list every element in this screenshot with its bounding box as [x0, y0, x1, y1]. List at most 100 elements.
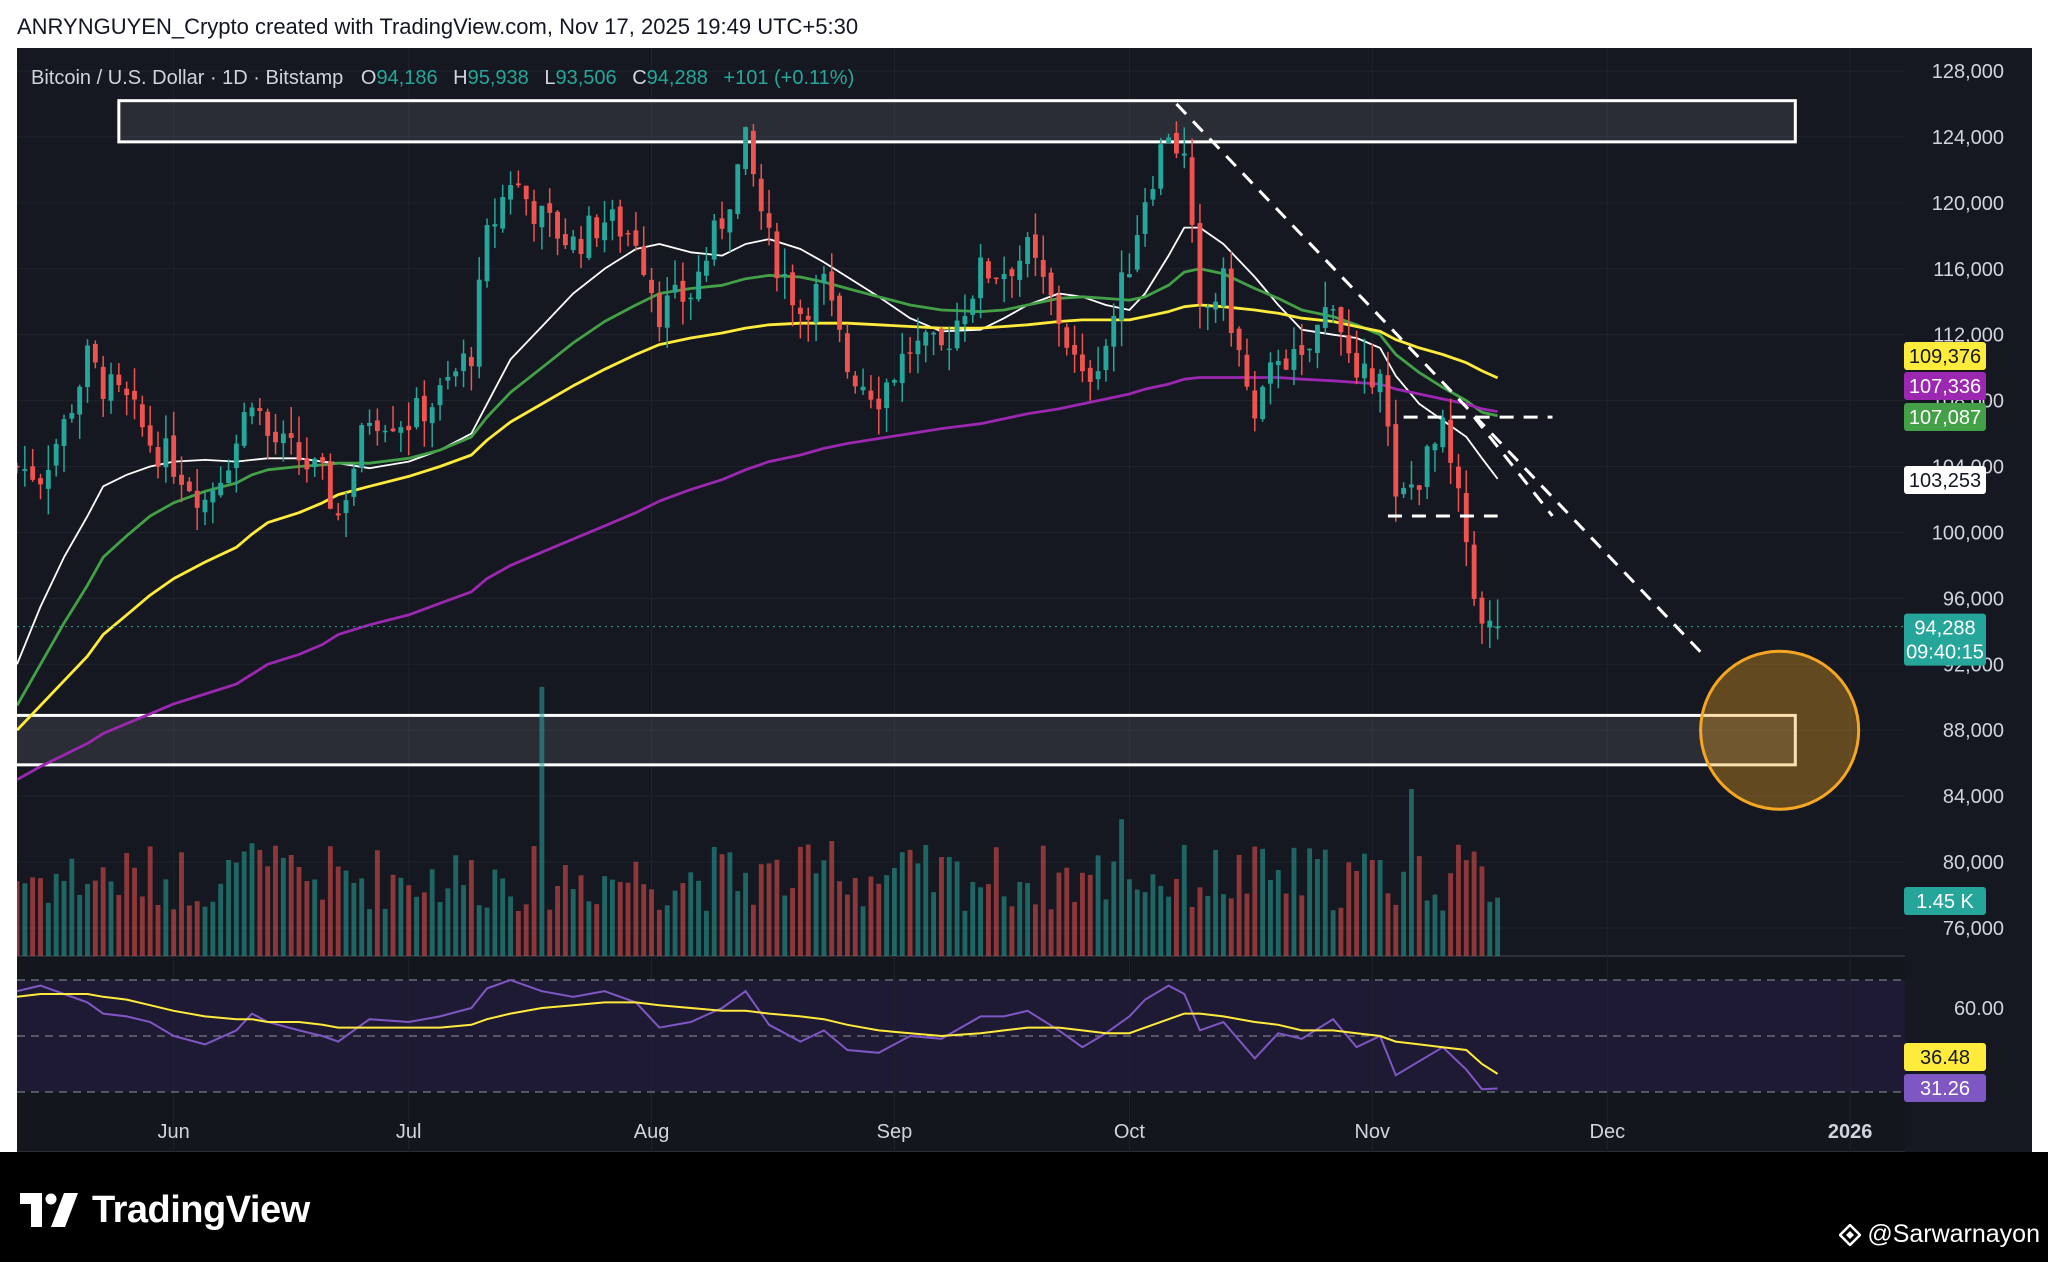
y-tick-label: 80,000 — [1943, 852, 2004, 874]
volume-bar — [1189, 906, 1195, 956]
volume-bar — [711, 846, 717, 956]
candle-body — [296, 442, 302, 461]
price-chart[interactable]: 76,00080,00084,00088,00092,00096,000100,… — [17, 48, 2032, 1152]
volume-bar — [1166, 896, 1172, 956]
candle-body — [852, 375, 858, 387]
volume-bar — [1158, 885, 1164, 956]
candle-body — [680, 280, 686, 302]
volume-bar — [1330, 910, 1336, 956]
y-tick-label: 100,000 — [1932, 522, 2004, 544]
volume-bar — [351, 882, 357, 956]
volume-bar — [970, 881, 976, 956]
candle-body — [343, 500, 349, 514]
volume-bar — [132, 867, 137, 956]
volume-bar — [484, 907, 490, 956]
volume-bar — [797, 846, 803, 956]
volume-bar — [492, 869, 498, 956]
volume-bar — [202, 906, 208, 956]
volume-bar — [923, 845, 929, 956]
volume-bar — [1236, 854, 1242, 956]
candle-body — [38, 478, 43, 485]
candle-body — [249, 407, 255, 417]
ma-price-label-green-bg — [1904, 403, 1986, 431]
candle-body — [1393, 424, 1399, 497]
volume-bar — [85, 883, 90, 956]
candle-body — [813, 284, 819, 323]
candle-body — [1275, 360, 1281, 366]
legend-change: +101 (+0.11%) — [723, 67, 854, 89]
candle-body — [406, 425, 412, 431]
candle-body — [421, 395, 427, 422]
countdown-label: 09:40:15 — [1906, 642, 1984, 664]
candle-body — [1111, 315, 1117, 347]
volume-bar — [53, 873, 59, 956]
volume-bar — [899, 852, 905, 956]
volume-bar — [186, 905, 192, 956]
candle-body — [1291, 348, 1297, 370]
candle-body — [1174, 132, 1179, 154]
candle-body — [1197, 223, 1203, 305]
volume-bar — [17, 881, 20, 956]
candle-body — [1221, 268, 1226, 307]
volume-bar — [1456, 844, 1461, 956]
volume-bar — [1064, 867, 1070, 956]
candle-body — [1369, 368, 1375, 388]
volume-bar — [766, 863, 772, 956]
volume-bar — [461, 885, 466, 956]
volume-bar — [1260, 848, 1266, 956]
candle-body — [978, 257, 984, 299]
volume-bar — [1111, 861, 1117, 956]
volume-bar — [547, 909, 553, 956]
volume-bar — [406, 885, 412, 956]
candle-body — [570, 236, 576, 250]
candle-body — [946, 348, 952, 351]
candles — [17, 121, 1501, 648]
volume-bar — [155, 904, 161, 956]
volume-bar — [555, 885, 560, 956]
volume-bar — [257, 849, 263, 956]
volume-bar — [1181, 844, 1187, 956]
volume-bar — [1197, 887, 1203, 956]
candle-body — [171, 435, 177, 477]
volume-bar — [656, 909, 662, 956]
volume-bar — [210, 901, 216, 956]
candle-body — [241, 412, 247, 446]
volume-bar — [1213, 849, 1219, 956]
volume-bar — [946, 856, 952, 956]
volume-last-label-bg — [1904, 887, 1986, 915]
candle-body — [1338, 307, 1344, 333]
candle-body — [923, 332, 929, 346]
candle-body — [382, 430, 388, 433]
legend: Bitcoin / U.S. Dollar · 1D · Bitstamp O9… — [31, 67, 854, 89]
volume-bar — [1095, 855, 1101, 956]
candle-body — [202, 499, 208, 513]
candle-body — [727, 209, 733, 233]
candle-body — [1158, 144, 1164, 189]
ma-price-label-green: 107,087 — [1909, 407, 1981, 429]
price-labels: 109,376 107,336 107,087 103,253 94,28809:40:… — [17, 342, 1986, 1102]
volume-bar — [664, 905, 670, 956]
candle-body — [1072, 345, 1078, 355]
volume-bar — [821, 860, 827, 956]
x-tick-label: 2026 — [1828, 1121, 1873, 1143]
volume-bar — [617, 881, 623, 956]
candle-body — [500, 196, 506, 229]
volume-bar — [1103, 899, 1109, 956]
candle-body — [1416, 485, 1422, 490]
volume-bar — [312, 879, 318, 956]
last-price-label: 94,288 — [1914, 618, 1975, 640]
y-tick-label: 116,000 — [1933, 259, 2004, 281]
candle-body — [797, 307, 803, 315]
tradingview-logo[interactable]: TradingView — [20, 1188, 310, 1232]
candle-body — [92, 343, 98, 363]
volume-bar — [954, 861, 960, 956]
volume-bar — [249, 843, 255, 956]
volume-bar — [837, 881, 843, 956]
candle-body — [1487, 620, 1493, 628]
candle-body — [562, 234, 568, 246]
candle-body — [69, 413, 75, 419]
volume-bar — [609, 879, 615, 956]
volume-bar — [907, 849, 913, 956]
volume-bar — [578, 875, 584, 956]
volume-bar — [735, 891, 741, 956]
